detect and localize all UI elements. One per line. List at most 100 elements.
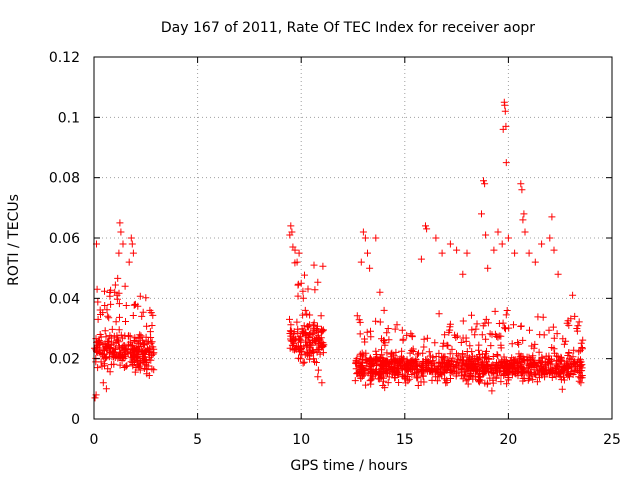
data-point xyxy=(441,331,449,339)
data-point xyxy=(131,300,139,308)
data-point xyxy=(92,358,100,366)
data-point xyxy=(452,334,460,341)
data-point xyxy=(286,315,293,323)
data-point xyxy=(479,322,487,330)
data-point xyxy=(392,348,400,356)
data-point xyxy=(145,372,153,379)
x-tick-label: 5 xyxy=(193,432,202,448)
data-point xyxy=(399,335,407,343)
data-point xyxy=(98,362,106,370)
data-point xyxy=(121,282,129,290)
data-point xyxy=(475,362,483,370)
data-point xyxy=(504,234,512,242)
data-point xyxy=(317,312,325,320)
data-point xyxy=(429,357,437,365)
x-axis-title: GPS time / hours xyxy=(290,458,407,474)
data-point xyxy=(489,376,497,384)
data-point xyxy=(314,366,322,374)
data-point xyxy=(102,385,110,393)
data-point xyxy=(295,335,303,343)
data-point xyxy=(446,366,454,374)
data-point xyxy=(359,356,366,363)
data-point xyxy=(93,343,101,351)
data-point xyxy=(388,349,396,357)
data-point xyxy=(533,378,541,386)
data-point xyxy=(300,358,308,366)
data-point xyxy=(366,264,374,272)
data-point xyxy=(363,328,371,336)
data-point xyxy=(487,365,495,373)
data-point xyxy=(291,246,299,254)
data-point xyxy=(356,330,364,338)
y-tick-label: 0.12 xyxy=(49,50,80,66)
data-point xyxy=(383,362,391,370)
data-point xyxy=(358,349,366,357)
data-point xyxy=(558,385,566,393)
data-point xyxy=(460,371,468,379)
data-point xyxy=(115,289,123,297)
data-point xyxy=(528,370,536,378)
data-point xyxy=(459,317,467,325)
data-point xyxy=(361,366,369,374)
data-point xyxy=(454,356,462,364)
data-point xyxy=(532,371,540,379)
data-point xyxy=(435,310,443,318)
data-point xyxy=(550,345,558,353)
data-point xyxy=(114,354,122,362)
data-point xyxy=(93,285,101,293)
data-points xyxy=(91,98,587,402)
data-point xyxy=(549,323,557,331)
data-point xyxy=(432,353,440,360)
x-tick-label: 0 xyxy=(90,432,99,448)
data-point xyxy=(422,222,429,230)
data-point xyxy=(384,379,392,387)
data-point xyxy=(567,315,575,323)
data-point xyxy=(516,353,524,361)
data-point xyxy=(139,336,147,344)
data-point xyxy=(361,335,368,343)
data-point xyxy=(289,345,297,353)
data-point xyxy=(482,350,490,358)
data-point xyxy=(402,372,410,380)
data-point xyxy=(99,379,107,387)
data-point xyxy=(413,372,421,380)
data-point xyxy=(428,368,436,376)
data-point xyxy=(483,380,491,388)
data-point xyxy=(420,378,428,386)
data-point xyxy=(136,366,144,374)
data-point xyxy=(139,341,147,349)
data-point xyxy=(573,325,581,332)
data-point xyxy=(306,311,314,319)
data-point xyxy=(373,362,380,370)
data-point xyxy=(99,340,107,348)
data-point xyxy=(296,355,304,363)
data-point xyxy=(504,362,512,370)
data-point xyxy=(413,361,421,369)
data-point xyxy=(541,364,549,372)
data-point xyxy=(560,376,568,384)
data-point xyxy=(299,359,307,367)
data-point xyxy=(510,321,517,329)
data-point xyxy=(468,326,476,334)
data-point xyxy=(493,351,501,358)
data-point xyxy=(140,365,148,372)
data-point xyxy=(501,324,508,332)
data-point xyxy=(127,342,135,350)
data-point xyxy=(288,228,296,236)
data-point xyxy=(359,372,366,380)
data-point xyxy=(130,301,138,309)
data-point xyxy=(500,353,508,361)
data-point xyxy=(453,332,461,340)
data-point xyxy=(519,365,526,373)
data-point xyxy=(351,377,359,385)
data-point xyxy=(504,369,511,377)
data-point xyxy=(499,362,506,370)
data-point xyxy=(482,315,490,323)
data-point xyxy=(380,336,388,344)
data-point xyxy=(122,318,129,325)
data-point xyxy=(125,258,133,266)
data-point xyxy=(569,353,577,361)
data-point xyxy=(384,325,392,332)
data-point xyxy=(502,325,509,333)
data-point xyxy=(538,371,546,379)
